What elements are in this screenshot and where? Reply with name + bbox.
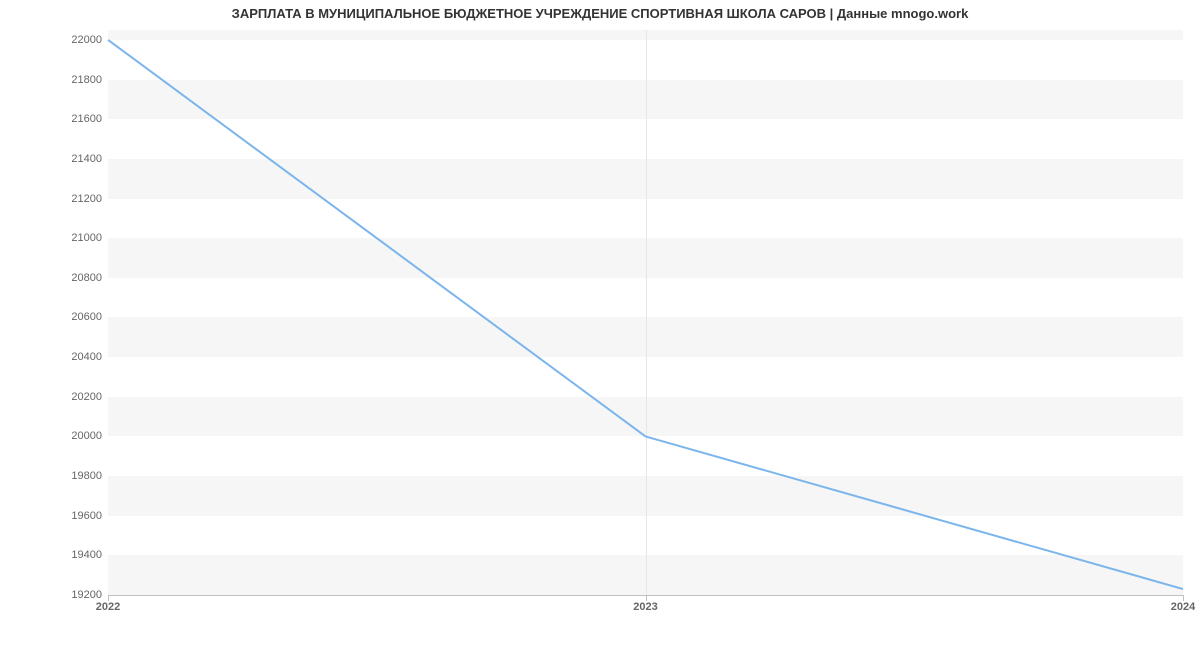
y-tick-label: 20000	[71, 430, 102, 442]
y-tick-label: 20600	[71, 311, 102, 323]
y-tick-label: 20800	[71, 272, 102, 284]
x-tick-mark	[1183, 595, 1184, 601]
x-tick-label: 2022	[96, 601, 120, 613]
y-tick-label: 22000	[71, 34, 102, 46]
y-tick-label: 21200	[71, 193, 102, 205]
y-tick-label: 21600	[71, 113, 102, 125]
y-tick-label: 19400	[71, 549, 102, 561]
x-tick-label: 2024	[1171, 601, 1195, 613]
y-tick-label: 19800	[71, 470, 102, 482]
y-tick-label: 21000	[71, 232, 102, 244]
x-axis-line	[108, 595, 1183, 596]
y-tick-label: 19200	[71, 589, 102, 601]
y-tick-label: 20200	[71, 391, 102, 403]
y-tick-label: 21800	[71, 74, 102, 86]
salary-line-chart: ЗАРПЛАТА В МУНИЦИПАЛЬНОЕ БЮДЖЕТНОЕ УЧРЕЖ…	[0, 0, 1200, 650]
y-tick-label: 19600	[71, 510, 102, 522]
series-layer	[108, 30, 1183, 595]
series-line-salary	[108, 40, 1183, 589]
y-tick-label: 21400	[71, 153, 102, 165]
chart-title: ЗАРПЛАТА В МУНИЦИПАЛЬНОЕ БЮДЖЕТНОЕ УЧРЕЖ…	[0, 6, 1200, 21]
y-tick-label: 20400	[71, 351, 102, 363]
x-tick-label: 2023	[633, 601, 657, 613]
plot-area: 1920019400196001980020000202002040020600…	[108, 30, 1183, 595]
